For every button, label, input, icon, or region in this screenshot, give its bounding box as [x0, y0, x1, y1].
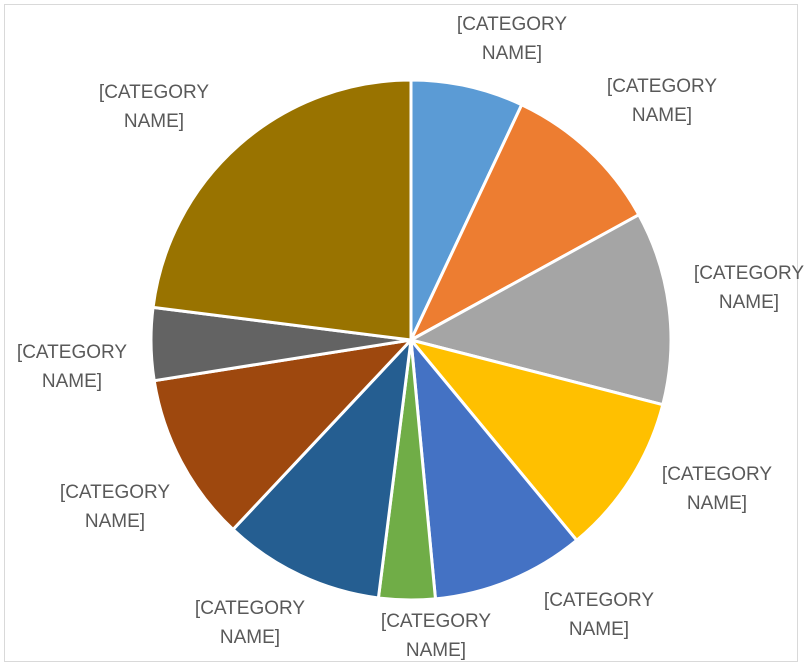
- pie-slice-1: [409, 78, 524, 342]
- data-label-9: [CATEGORY NAME]: [17, 342, 127, 392]
- pie-slice-7: [231, 338, 413, 600]
- pie-slices: [149, 78, 673, 602]
- data-label-3: [CATEGORY NAME]: [694, 263, 804, 313]
- data-label-5: [CATEGORY NAME]: [544, 590, 654, 640]
- data-label-2: [CATEGORY NAME]: [607, 76, 717, 126]
- chart-border: [4, 4, 798, 662]
- data-label-7: [CATEGORY NAME]: [195, 598, 305, 648]
- pie-slice-4: [409, 338, 665, 542]
- pie-slice-8: [152, 338, 413, 532]
- pie-slice-2: [409, 103, 641, 342]
- pie-slice-10: [151, 78, 413, 342]
- data-label-10: [CATEGORY NAME]: [99, 82, 209, 132]
- data-label-4: [CATEGORY NAME]: [662, 464, 772, 514]
- data-label-8: [CATEGORY NAME]: [60, 482, 170, 532]
- data-labels: [CATEGORY NAME] [CATEGORY NAME] [CATEGORY NAM…: [17, 14, 804, 661]
- pie-slice-5: [409, 338, 579, 601]
- data-label-6: [CATEGORY NAME]: [381, 611, 491, 661]
- data-label-1: [CATEGORY NAME]: [457, 14, 567, 64]
- pie-slice-3: [409, 213, 673, 407]
